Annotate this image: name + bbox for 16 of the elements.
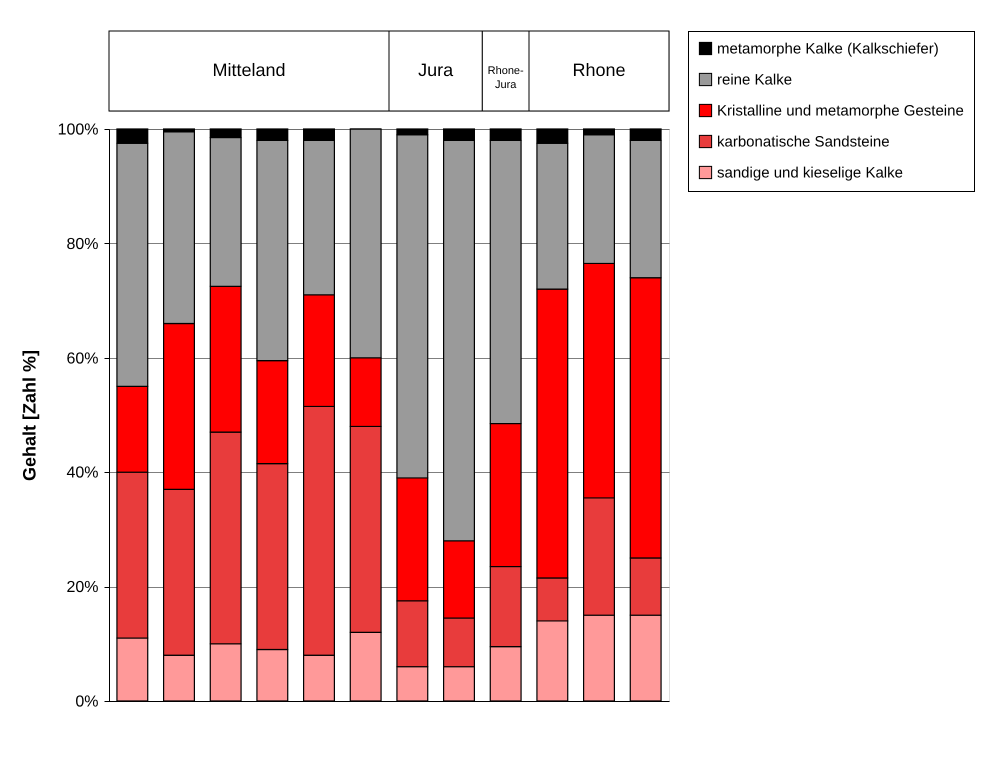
text: Rhone-Jura [488, 65, 524, 91]
text: Jura [418, 60, 454, 80]
legend-label: reine Kalke [717, 72, 792, 88]
y-tick-label: 80% [66, 236, 98, 253]
y-tick-label: 60% [66, 350, 98, 368]
y-tick-label: 20% [66, 579, 98, 596]
y-tick-label: 40% [66, 464, 98, 482]
text: Rhone [572, 60, 626, 80]
legend-label: karbonatische Sandsteine [717, 134, 890, 150]
legend-label: sandige und kieselige Kalke [717, 164, 903, 182]
y-tick-label: 0% [75, 694, 98, 710]
y-axis-title: Gehalt [Zahl %] [20, 350, 40, 482]
y-tick-label: 100% [58, 122, 98, 138]
legend-label: Kristalline und metamorphe Gesteine [717, 102, 964, 120]
legend-label: metamorphe Kalke (Kalkschiefer) [717, 40, 939, 58]
text: Mitteland [212, 60, 286, 80]
